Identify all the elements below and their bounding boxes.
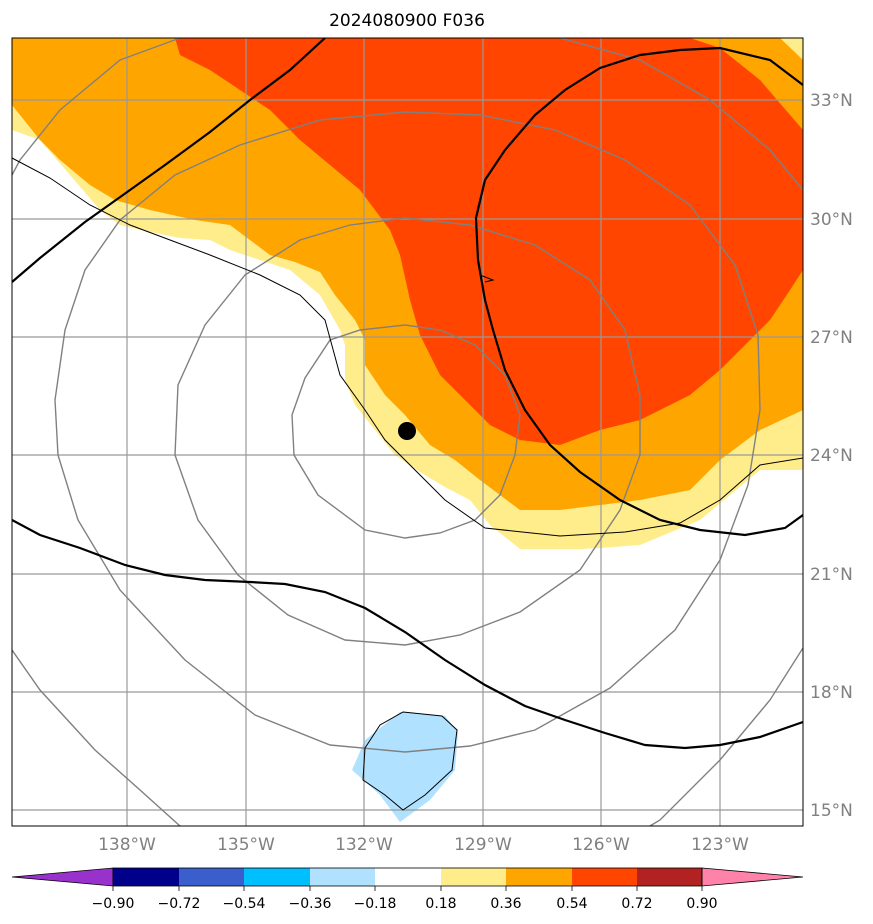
lon-label-138: 138°W [98,835,156,855]
thin-black-outlines [12,157,803,811]
colorbar-tick-label-7: 0.36 [490,896,521,912]
figure-title: 2024080900 F036 [329,11,485,31]
colorbar-tick-label-2: −0.72 [158,896,201,912]
lat-label-18: 18°N [810,683,853,703]
contour-ring-1 [291,324,521,539]
contour-eastern-loop [474,46,803,537]
colorbar-tick-marks [112,886,703,891]
lat-label-21: 21°N [810,565,853,585]
colorbar-tick-label-9: 0.72 [621,896,652,912]
colorbar-bin-7 [506,868,572,886]
lat-label-30: 30°N [810,210,853,230]
colorbar-tick-label-5: −0.18 [354,896,397,912]
lon-label-132: 132°W [335,835,393,855]
fill-light-blue [352,712,458,822]
map-frame [11,37,804,827]
lon-label-129: 129°W [454,835,512,855]
colorbar-tick-label-4: −0.36 [289,896,332,912]
light-blue-outline [362,711,458,811]
colorbar-extend-high [701,867,804,887]
colorbar-tick-label-3: −0.54 [223,896,266,912]
map-panel [12,38,803,826]
contour-ring-3 [54,111,761,753]
lat-label-33: 33°N [810,91,853,111]
contour-northwest [12,38,326,283]
fill-red-orange [175,38,803,445]
gray-pressure-contours [12,38,803,826]
latitude-labels: 15°N 18°N 21°N 24°N 27°N 30°N 33°N [810,91,853,821]
contour-ring-2 [174,217,641,646]
colorbar-bin-5 [375,868,441,886]
colorbar-extend-low [11,867,114,887]
lat-label-24: 24°N [810,446,853,466]
lon-label-126: 126°W [572,835,630,855]
colorbar-bin-3 [244,868,310,886]
lon-label-135: 135°W [217,835,275,855]
contour-southern [12,519,803,750]
colorbar-tick-label-1: −0.90 [92,896,135,912]
longitude-labels: 138°W 135°W 132°W 129°W 126°W 123°W [98,835,749,855]
lat-label-27: 27°N [810,328,853,348]
colorbar-tick-label-8: 0.54 [556,896,587,912]
colorbar-bin-6 [441,868,506,886]
lat-label-15: 15°N [810,801,853,821]
thick-black-contours [12,38,803,750]
graticule [12,38,803,826]
colorbar-bin-8 [572,868,637,886]
colorbar: −0.90 −0.72 −0.54 −0.36 −0.18 0.18 0.36 … [11,867,804,912]
colorbar-bin-2 [179,868,244,886]
colorbar-bin-1 [113,868,179,886]
colorbar-bin-4 [310,868,375,886]
lon-label-123: 123°W [691,835,749,855]
storm-center-marker [398,422,416,440]
colorbar-frame [112,867,703,887]
colorbar-bin-9 [637,868,702,886]
contour-ring-4 [12,38,803,826]
colorbar-tick-label-6: 0.18 [425,896,456,912]
colorbar-tick-label-10: 0.90 [686,896,717,912]
